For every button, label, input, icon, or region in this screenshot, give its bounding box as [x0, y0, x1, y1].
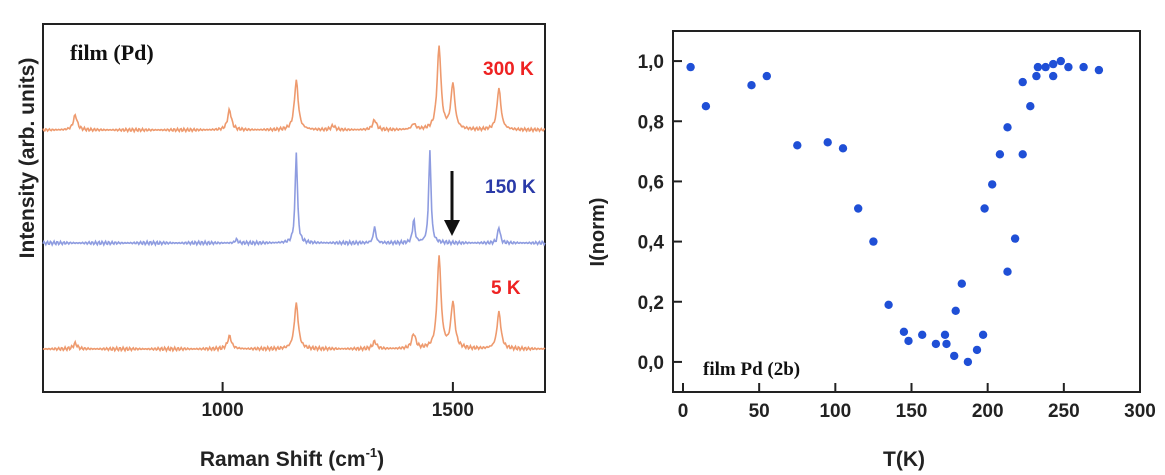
intensity-panel: 0 50 100 150 200 250 300 0,0 0,2 0,4 0,6 0,8 1,0 fil… — [587, 30, 1156, 471]
raman-x-tick-label: 1000 — [201, 400, 243, 421]
intensity-x-tick-label: 200 — [972, 401, 1004, 422]
raman-spectra — [42, 45, 546, 353]
raman-label-300k: 300 K — [483, 59, 534, 80]
intensity-data-point — [995, 150, 1005, 159]
intensity-data-point — [1079, 62, 1088, 72]
intensity-panel-label: film Pd (2b) — [703, 359, 800, 380]
intensity-data-point — [1041, 62, 1050, 72]
intensity-points — [686, 56, 1104, 367]
raman-panel-label: film (Pd) — [70, 40, 154, 65]
raman-label-5k: 5 K — [491, 278, 521, 299]
intensity-data-point — [1010, 234, 1020, 243]
intensity-y-axis-label: I(norm) — [587, 198, 609, 267]
intensity-data-point — [951, 306, 960, 315]
intensity-data-point — [918, 330, 927, 339]
raman-x-tick-label: 1500 — [432, 400, 474, 421]
intensity-data-point — [931, 339, 941, 349]
intensity-data-point — [980, 204, 989, 213]
intensity-plot-frame — [672, 30, 1141, 393]
intensity-data-point — [1003, 267, 1012, 276]
intensity-y-tick-label: 0,4 — [638, 233, 665, 254]
intensity-data-point — [978, 330, 988, 339]
raman-x-axis-label-end: ) — [377, 448, 384, 471]
intensity-data-point — [957, 279, 966, 288]
intensity-y-tick-label: 0,0 — [638, 353, 664, 374]
intensity-data-point — [899, 327, 909, 336]
raman-label-150k: 150 K — [485, 177, 536, 198]
intensity-data-point — [1018, 150, 1027, 159]
intensity-y-tick-label: 1,0 — [638, 52, 664, 73]
intensity-data-point — [1064, 62, 1073, 72]
intensity-y-tick-label: 0,2 — [638, 293, 664, 314]
intensity-axis-ticks: 0 50 100 150 200 250 300 0,0 0,2 0,4 0,6 0,8 1,0 — [638, 52, 1156, 422]
raman-spectrum-5k — [42, 255, 546, 353]
intensity-data-point — [686, 62, 695, 72]
raman-y-axis-label: Intensity (arb. units) — [16, 58, 39, 259]
raman-x-axis-label-main: Raman Shift (cm — [200, 448, 366, 471]
intensity-data-point — [884, 300, 893, 309]
raman-panel: 1000 1500 film (Pd) 300 K 150 K 5 K Inten… — [16, 23, 546, 471]
intensity-data-point — [1003, 123, 1012, 132]
intensity-data-point — [701, 102, 711, 111]
intensity-data-point — [988, 180, 997, 189]
intensity-data-point — [942, 339, 951, 349]
intensity-data-point — [823, 138, 832, 147]
intensity-data-point — [1033, 62, 1043, 72]
raman-spectrum-150k — [42, 150, 546, 247]
intensity-data-point — [1056, 56, 1066, 66]
raman-x-axis-label-sup: -1 — [366, 445, 378, 460]
intensity-data-point — [950, 351, 959, 361]
intensity-data-point — [854, 204, 863, 213]
intensity-data-point — [1032, 71, 1041, 81]
intensity-y-tick-label: 0,8 — [638, 112, 664, 133]
intensity-data-point — [747, 81, 756, 90]
intensity-data-point — [1018, 77, 1027, 87]
intensity-data-point — [762, 71, 771, 81]
intensity-data-point — [940, 330, 950, 339]
intensity-x-tick-label: 250 — [1048, 401, 1080, 422]
intensity-x-axis-label: T(K) — [883, 448, 925, 471]
intensity-data-point — [869, 237, 878, 246]
raman-x-axis-label: Raman Shift (cm-1) — [200, 445, 384, 471]
intensity-data-point — [972, 345, 982, 355]
intensity-x-tick-label: 150 — [896, 401, 928, 422]
intensity-data-point — [1049, 59, 1058, 69]
intensity-data-point — [963, 357, 973, 367]
raman-plot-frame — [42, 23, 546, 393]
intensity-data-point — [793, 141, 802, 150]
intensity-x-tick-label: 100 — [819, 401, 851, 422]
intensity-x-tick-label: 50 — [749, 401, 770, 422]
intensity-data-point — [838, 144, 848, 153]
raman-x-ticks: 1000 1500 — [201, 382, 474, 421]
raman-spectrum-300k — [42, 45, 546, 134]
intensity-data-point — [1049, 71, 1058, 81]
intensity-x-tick-label: 300 — [1124, 401, 1156, 422]
intensity-y-tick-label: 0,6 — [638, 172, 664, 193]
intensity-data-point — [904, 336, 913, 346]
intensity-x-tick-label: 0 — [678, 401, 689, 422]
intensity-data-point — [1026, 102, 1035, 111]
intensity-data-point — [1094, 65, 1104, 75]
raman-arrow — [444, 171, 460, 236]
